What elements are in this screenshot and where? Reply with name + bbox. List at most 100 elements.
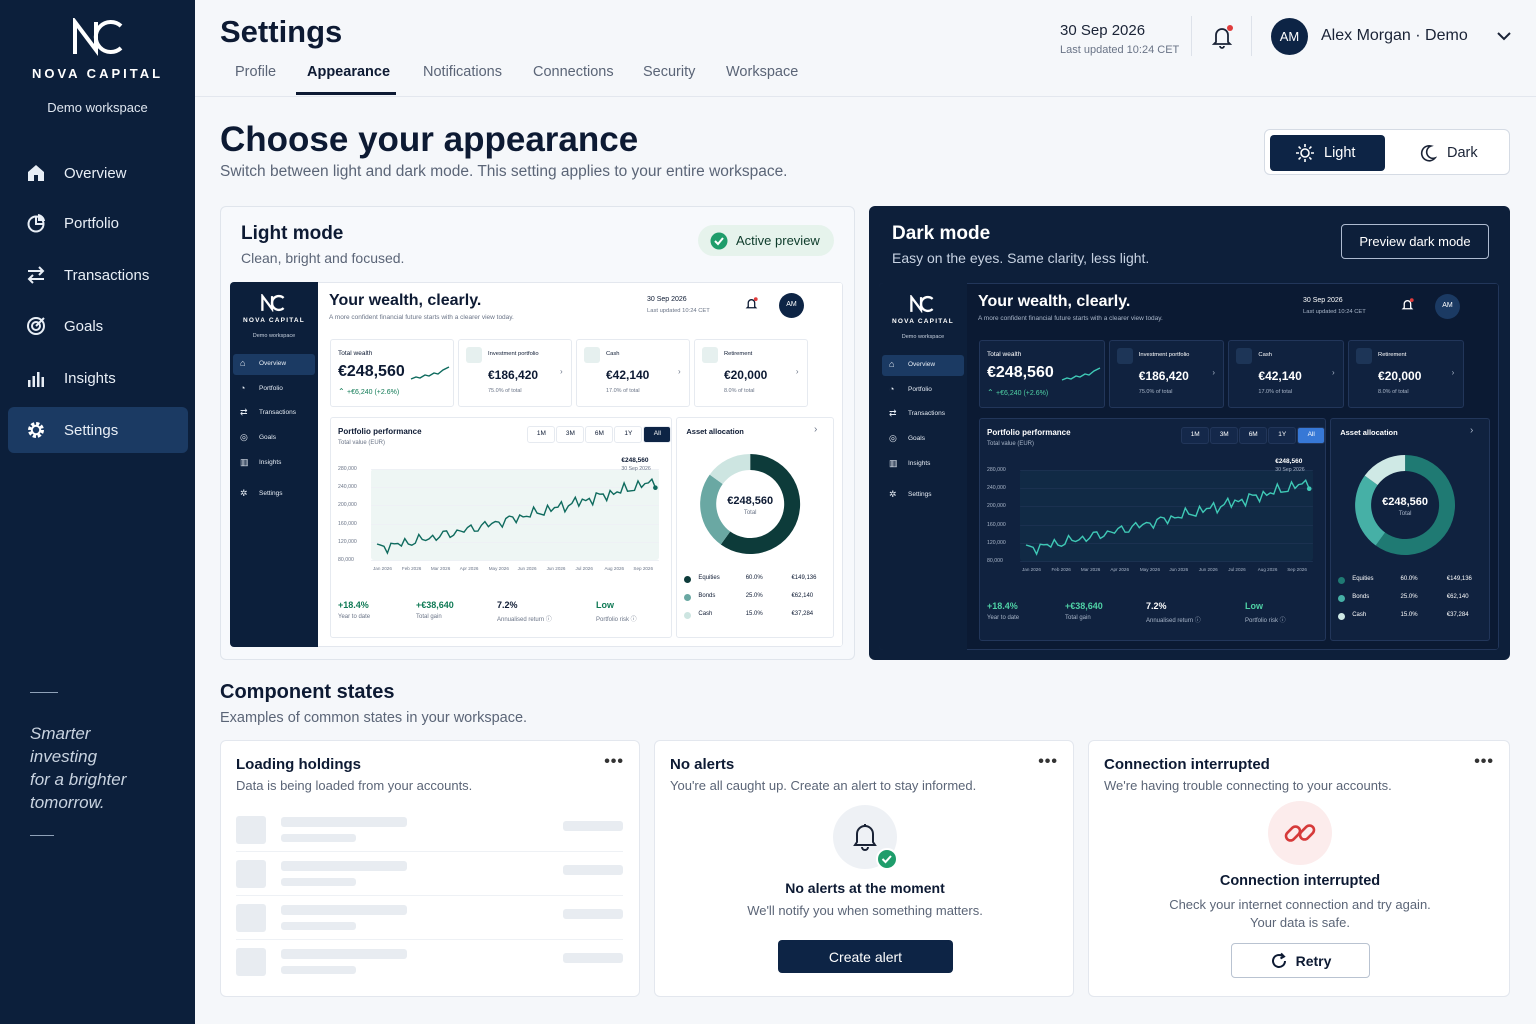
error-heading: Connection interrupted	[1219, 873, 1381, 889]
legend-dot	[684, 612, 692, 619]
stat-value: €42,140	[605, 368, 650, 382]
tab-notifications[interactable]: Notifications	[423, 64, 502, 80]
range-button-1m[interactable]	[1181, 427, 1210, 444]
sidebar-item-portfolio[interactable]: Portfolio	[8, 200, 188, 246]
appearance-subtitle: Switch between light and dark mode. This…	[220, 163, 788, 180]
performance-subtitle: Total value (EUR)	[987, 441, 1035, 447]
legend-amount: €37,284	[1446, 612, 1469, 618]
preview-nav-item: Transactions	[259, 409, 296, 416]
donut-slice-equities	[1375, 455, 1456, 555]
dark-theme-button[interactable]: Dark	[1401, 135, 1506, 171]
kpi-label: Portfolio risk ⓘ	[596, 617, 637, 623]
x-tick: Sep 2026	[633, 566, 654, 571]
light-theme-button[interactable]: Light	[1270, 135, 1385, 171]
component-states-title: Component states	[220, 681, 395, 703]
trend-up-icon: ⌃	[987, 388, 994, 397]
kpi-label: Year to date	[338, 614, 371, 620]
tab-connections[interactable]: Connections	[533, 64, 614, 80]
page-title: Settings	[220, 14, 343, 49]
sidebar-item-settings[interactable]: Settings	[8, 407, 188, 453]
sidebar-item-overview[interactable]: Overview	[8, 150, 188, 196]
more-options-icon[interactable]: •••	[604, 753, 624, 770]
notifications-button[interactable]	[1210, 24, 1236, 55]
legend-dot	[1338, 577, 1346, 584]
stat-sub: 75.0% of total	[488, 388, 522, 394]
sidebar-tagline: Smarter investing for a brighter tomorro…	[30, 724, 127, 812]
range-button-all[interactable]	[643, 426, 672, 443]
avatar[interactable]: AM	[1271, 18, 1308, 55]
preview-brand: NOVA CAPITAL	[892, 318, 954, 325]
donut-slice-cash	[709, 453, 751, 484]
chevron-right-icon[interactable]: ›	[1470, 425, 1474, 436]
retry-button[interactable]: Retry	[1231, 943, 1370, 978]
sidebar-item-insights[interactable]: Insights	[8, 355, 188, 401]
range-button-1m[interactable]	[527, 426, 556, 443]
stat-label: Retirement	[723, 351, 753, 357]
stat-value: €42,140	[1258, 369, 1302, 383]
bar-chart-icon	[28, 372, 44, 387]
x-tick: Jul 2026	[1228, 567, 1246, 572]
pie-chart-icon: ◔	[240, 383, 246, 393]
total-wealth-change: +€6,240 (+2.6%)	[347, 389, 400, 396]
x-tick: Jul 2026	[575, 566, 593, 571]
user-name[interactable]: Alex Morgan · Demo	[1321, 27, 1468, 44]
workspace-name: Demo workspace	[47, 100, 148, 115]
tab-workspace[interactable]: Workspace	[726, 64, 799, 80]
allocation-donut	[1355, 455, 1456, 555]
range-button-1y[interactable]	[614, 426, 643, 443]
range-button-3m[interactable]	[556, 426, 585, 443]
sidebar-item-goals[interactable]: Goals	[8, 303, 188, 349]
divider	[30, 835, 54, 836]
more-options-icon[interactable]: •••	[1474, 753, 1494, 770]
range-button-3m[interactable]	[1210, 427, 1239, 444]
legend-pct: 15.0%	[1400, 612, 1418, 618]
preview-nav-item: Goals	[259, 434, 276, 441]
skeleton-line	[281, 922, 356, 930]
tab-appearance[interactable]: Appearance	[307, 64, 391, 80]
create-alert-button[interactable]: Create alert	[778, 940, 953, 973]
more-options-icon[interactable]: •••	[1038, 753, 1058, 770]
preview-sidebar	[230, 282, 318, 647]
divider	[1251, 16, 1252, 56]
range-button-all[interactable]	[1297, 427, 1326, 444]
gear-icon: ✲	[240, 488, 248, 498]
chevron-right-icon[interactable]: ›	[814, 424, 818, 435]
x-tick: Jan 2026	[1022, 567, 1041, 572]
performance-subtitle: Total value (EUR)	[338, 440, 386, 446]
home-icon: ⌂	[889, 359, 895, 369]
range-button-6m[interactable]	[1239, 427, 1268, 444]
preview-date: 30 Sep 2026	[1303, 297, 1343, 304]
x-tick: Sep 2026	[1287, 567, 1307, 572]
x-tick: Mar 2026	[1080, 567, 1101, 572]
skeleton-line	[281, 817, 407, 827]
y-tick: 120,000	[987, 539, 1006, 546]
range-button-6m[interactable]	[585, 426, 614, 443]
skeleton-line	[563, 865, 623, 875]
range-button-1y[interactable]	[1268, 427, 1297, 444]
legend-name: Cash	[1352, 612, 1367, 618]
chevron-right-icon: ›	[677, 367, 681, 376]
connection-interrupted-card: Connection interrupted We're having trou…	[1088, 740, 1510, 997]
preview-dark-mode-button[interactable]: Preview dark mode	[1341, 224, 1489, 259]
divider	[236, 895, 623, 896]
component-states-subtitle: Examples of common states in your worksp…	[220, 710, 528, 726]
preview-nav-item: Overview	[908, 361, 936, 368]
arrows-swap-icon: ⇄	[240, 407, 248, 417]
check-circle-icon	[710, 232, 728, 249]
chevron-down-icon[interactable]	[1497, 31, 1511, 41]
kpi-label: Year to date	[987, 615, 1020, 621]
stat-value: €186,420	[1138, 369, 1189, 383]
sparkline	[410, 366, 450, 380]
sidebar-item-transactions[interactable]: Transactions	[8, 252, 188, 298]
legend-name: Cash	[698, 611, 713, 617]
active-preview-badge: Active preview	[698, 225, 834, 256]
divider	[236, 939, 623, 940]
tab-security[interactable]: Security	[643, 64, 696, 80]
arrows-swap-icon	[27, 266, 45, 284]
x-tick: Feb 2026	[1051, 567, 1071, 572]
nova-capital-logo	[910, 295, 934, 313]
tab-profile[interactable]: Profile	[235, 64, 277, 80]
range-label: 1Y	[624, 430, 633, 437]
y-tick: 160,000	[338, 520, 357, 527]
empty-state-body: We'll notify you when something matters.	[747, 903, 983, 918]
